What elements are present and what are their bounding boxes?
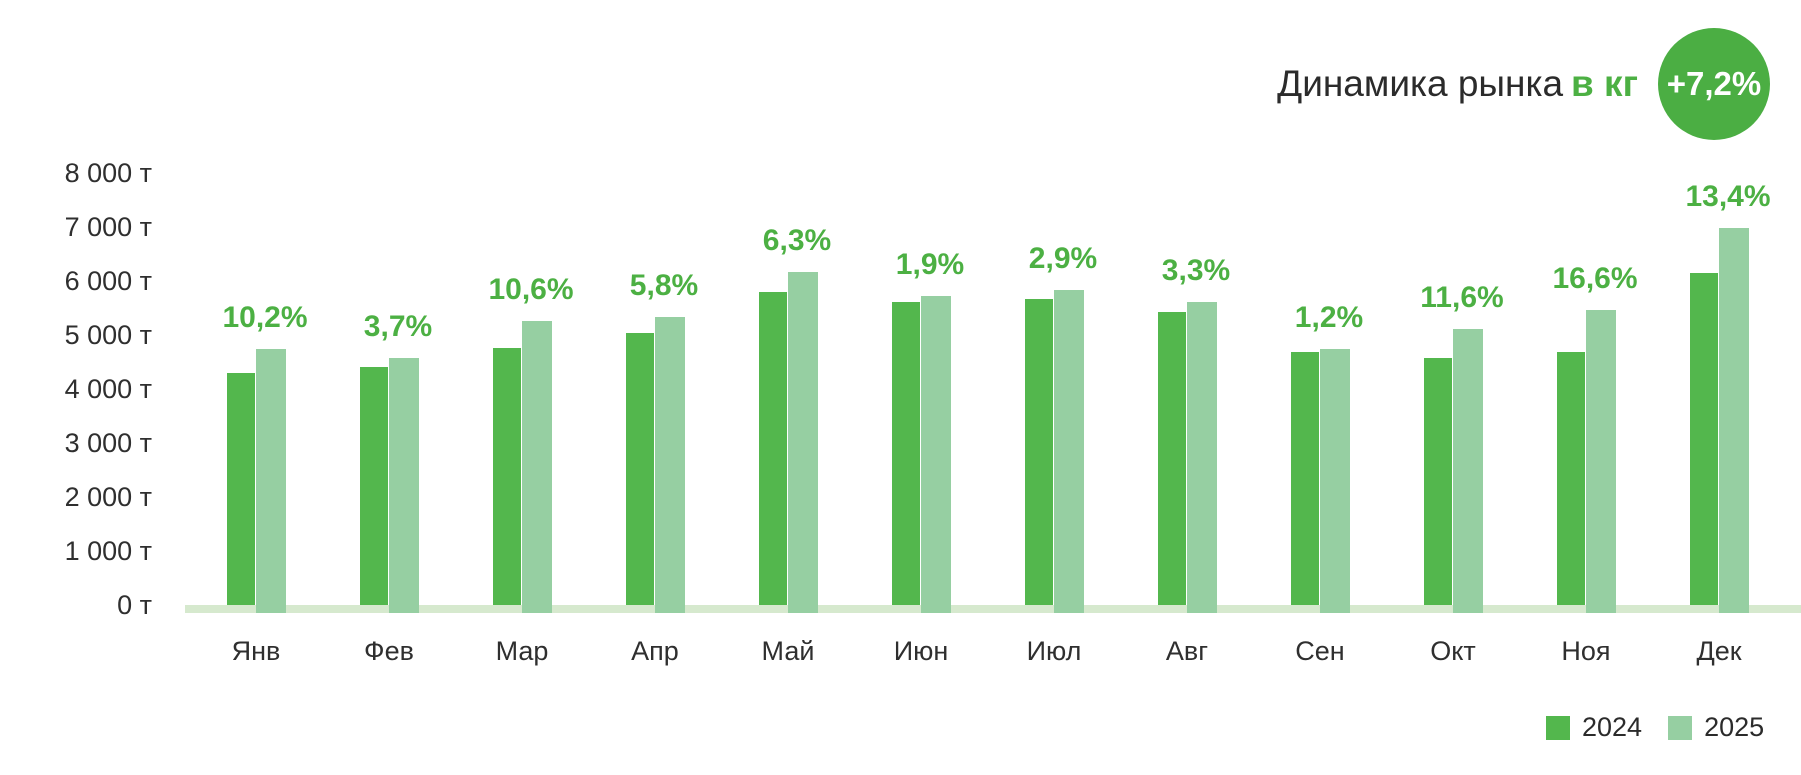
bar-2024: [759, 291, 787, 605]
legend-label: 2024: [1582, 712, 1643, 742]
bar-2025: [655, 317, 685, 613]
bar-2024: [626, 332, 654, 605]
growth-label: 3,3%: [1161, 254, 1231, 288]
x-axis-line: [185, 605, 1801, 613]
chart-title-unit: в кг: [1571, 63, 1638, 104]
chart-title: Динамика рынка в кг: [1277, 63, 1638, 105]
bar-2024: [1690, 272, 1718, 605]
bar-2025: [1453, 329, 1483, 613]
legend-item-2024: 2024: [1546, 712, 1642, 743]
legend-swatch: [1668, 715, 1693, 740]
y-axis-tick-label: 2 000 т: [64, 482, 152, 512]
growth-label: 1,2%: [1294, 301, 1364, 335]
bar-2024: [1025, 298, 1053, 605]
x-axis-label: Сен: [1295, 636, 1345, 666]
overall-growth-badge: +7,2%: [1658, 28, 1770, 140]
growth-label: 16,6%: [1552, 262, 1638, 296]
x-axis-label: Окт: [1430, 636, 1476, 666]
bar-2025: [389, 358, 419, 613]
x-axis-label: Май: [761, 636, 815, 666]
y-axis-tick-label: 3 000 т: [64, 428, 152, 458]
x-axis-label: Янв: [231, 636, 281, 666]
x-axis-label: Авг: [1165, 636, 1209, 666]
bar-2025: [788, 271, 818, 613]
x-axis-label: Фев: [364, 636, 414, 666]
y-axis-tick-label: 7 000 т: [64, 212, 152, 242]
growth-label: 11,6%: [1420, 281, 1504, 315]
growth-label: 10,2%: [222, 301, 308, 335]
bar-2025: [1054, 290, 1084, 613]
growth-label: 1,9%: [895, 248, 965, 282]
bar-2024: [1291, 351, 1319, 605]
growth-label: 5,8%: [629, 269, 699, 303]
bar-2025: [256, 349, 286, 613]
x-axis-label: Апр: [631, 636, 679, 666]
legend-swatch: [1546, 715, 1570, 740]
bar-2025: [1719, 228, 1749, 613]
chart-title-text: Динамика рынка: [1277, 63, 1564, 104]
growth-label: 2,9%: [1028, 242, 1098, 276]
x-axis-label: Дек: [1696, 636, 1742, 666]
x-axis-label: Июл: [1026, 636, 1082, 666]
legend-label: 2025: [1704, 712, 1765, 742]
x-axis-label: Мар: [495, 636, 549, 666]
bar-2025: [1320, 349, 1350, 613]
x-axis-label: Ноя: [1561, 636, 1611, 666]
bar-2025: [1586, 310, 1616, 613]
y-axis-tick-label: 5 000 т: [64, 320, 152, 350]
bar-2024: [892, 302, 920, 605]
bar-2024: [1557, 351, 1585, 605]
bar-2025: [1187, 302, 1217, 613]
y-axis-tick-label: 1 000 т: [64, 536, 152, 566]
y-axis-tick-label: 6 000 т: [64, 266, 152, 296]
legend: 2024 2025: [1546, 712, 1764, 743]
x-axis-label: Июн: [893, 636, 949, 666]
bar-2024: [1424, 358, 1452, 605]
bar-2025: [921, 296, 951, 613]
bar-2024: [1158, 311, 1186, 605]
growth-label: 13,4%: [1685, 180, 1771, 214]
growth-label: 10,6%: [488, 272, 574, 306]
overall-growth-value: +7,2%: [1666, 65, 1762, 102]
growth-label: 6,3%: [762, 223, 832, 257]
bar-2025: [522, 320, 552, 613]
chart-header: Динамика рынка в кг +7,2%: [1277, 28, 1770, 140]
y-axis-tick-label: 8 000 т: [64, 158, 152, 188]
bar-2024: [227, 372, 255, 605]
y-axis-tick-label: 4 000 т: [64, 374, 152, 404]
y-axis-tick-label: 0 т: [117, 590, 152, 620]
legend-item-2025: 2025: [1668, 712, 1764, 743]
bar-2024: [493, 347, 521, 605]
bar-2024: [360, 366, 388, 605]
growth-label: 3,7%: [363, 310, 433, 344]
